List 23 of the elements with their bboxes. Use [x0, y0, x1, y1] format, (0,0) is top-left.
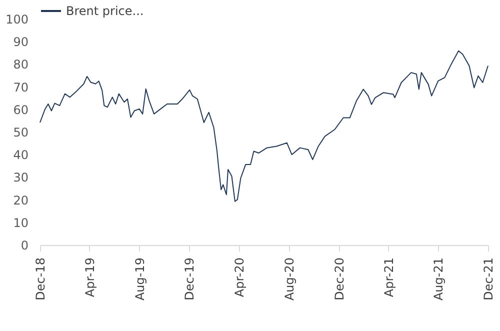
legend-label: Brent price... [66, 4, 144, 18]
y-tick-label: 50 [13, 126, 28, 140]
x-tick-label: Dec-18 [34, 258, 48, 300]
x-tick-label: Aug-21 [432, 258, 446, 301]
y-tick-label: 70 [13, 80, 28, 94]
y-tick-label: 40 [13, 148, 28, 162]
y-tick-label: 20 [13, 193, 28, 208]
x-tick-label: Aug-20 [282, 258, 296, 301]
x-tick-label: Dec-21 [482, 258, 496, 300]
y-tick-label: 30 [13, 170, 28, 185]
y-tick-label: 10 [13, 216, 28, 230]
y-tick-label: 60 [13, 102, 28, 117]
x-tick-label: Apr-21 [382, 258, 396, 298]
x-tick-label: Apr-20 [232, 258, 247, 298]
y-tick-label: 0 [20, 238, 28, 252]
x-tick-label: Aug-19 [132, 258, 147, 301]
x-tick-label: Dec-20 [332, 258, 346, 300]
y-tick-label: 90 [13, 35, 28, 50]
line-series [40, 50, 488, 202]
x-tick-label: Dec-19 [182, 258, 197, 300]
y-tick-label: 100 [6, 12, 28, 26]
x-tick-label: Apr-19 [82, 258, 97, 298]
y-tick-label: 80 [13, 58, 28, 72]
